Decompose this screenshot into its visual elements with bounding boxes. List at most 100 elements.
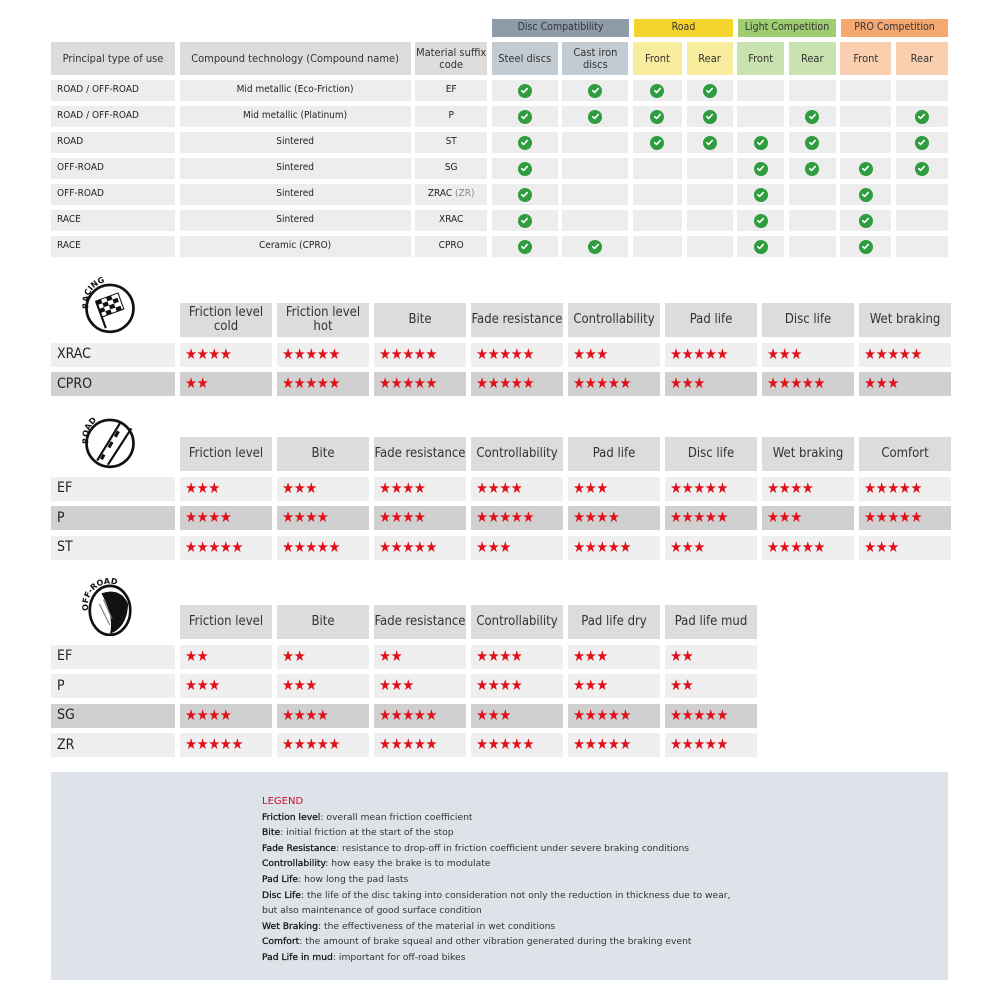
column-header: Principal type of use xyxy=(51,42,175,75)
compound-cell: Ceramic (CPRO) xyxy=(179,236,411,257)
check-cell xyxy=(562,132,629,153)
legend-desc: : important for off-road bikes xyxy=(332,951,466,963)
check-cell xyxy=(737,210,785,231)
check-cell xyxy=(491,210,558,231)
header-spacer xyxy=(51,437,175,471)
star-rating: ★★★★ xyxy=(471,674,563,698)
check-icon xyxy=(588,239,603,254)
use-cell: RACE xyxy=(51,236,175,257)
group-header-disc-compatibility: Disc Compatibility xyxy=(492,19,629,37)
rating-header: Pad life dry xyxy=(568,605,660,639)
star-rating: ★★★ xyxy=(665,372,757,396)
star-rating: ★★★ xyxy=(471,703,563,728)
check-cell xyxy=(632,106,682,127)
column-header: Material suffix code xyxy=(415,42,488,75)
check-cell xyxy=(737,132,785,153)
check-icon xyxy=(588,109,603,124)
use-cell: ROAD xyxy=(51,132,175,153)
star-rating: ★★★ xyxy=(277,674,369,698)
star-rating: ★★★★ xyxy=(180,703,272,728)
check-cell xyxy=(737,236,785,257)
legend-desc: : how easy the brake is to modulate xyxy=(325,858,491,870)
code-text: ZRAC xyxy=(427,188,453,200)
star-rating: ★★ xyxy=(180,644,272,669)
rating-header: Fade resistance xyxy=(374,437,466,471)
star-rating: ★★ xyxy=(665,674,757,698)
star-rating: ★★★★★ xyxy=(859,476,951,501)
legend-term: Pad Life xyxy=(262,873,299,885)
rating-header: Friction level hot xyxy=(277,303,369,337)
legend-desc: but also maintenance of good surface con… xyxy=(262,905,482,917)
star-rating: ★★★★★ xyxy=(471,733,563,757)
legend-term: Wet Braking xyxy=(262,920,318,932)
check-cell xyxy=(491,80,558,101)
code-text: ST xyxy=(445,136,457,148)
check-cell xyxy=(686,158,733,179)
star-rating: ★★★★★ xyxy=(471,342,563,367)
check-cell xyxy=(491,132,558,153)
star-rating: ★★★★ xyxy=(762,476,854,501)
code-cell: ST xyxy=(415,132,488,153)
check-icon xyxy=(805,135,820,150)
check-icon xyxy=(517,187,532,202)
check-cell xyxy=(840,210,892,231)
compound-cell: Sintered xyxy=(179,158,411,179)
legend-desc: : resistance to drop-off in friction coe… xyxy=(335,842,690,854)
column-header: Rear xyxy=(895,42,948,75)
legend-term: Controllability xyxy=(262,858,326,870)
star-rating: ★★★★★ xyxy=(374,372,466,396)
check-cell xyxy=(895,132,948,153)
check-cell xyxy=(840,132,892,153)
star-rating: ★★★★ xyxy=(277,703,369,728)
check-cell xyxy=(788,236,836,257)
star-rating: ★★★★★ xyxy=(180,535,272,560)
star-rating: ★★★★★ xyxy=(374,342,466,367)
star-rating: ★★★ xyxy=(762,342,854,367)
check-icon xyxy=(650,109,665,124)
compound-cell: Sintered xyxy=(179,184,411,205)
star-rating: ★★★★★ xyxy=(762,372,854,396)
star-rating: ★★★★★ xyxy=(180,733,272,757)
star-rating: ★★★ xyxy=(180,674,272,698)
star-rating: ★★★★ xyxy=(471,476,563,501)
check-icon xyxy=(858,239,873,254)
road-icon: ROAD xyxy=(78,405,142,473)
compound-label: EF xyxy=(51,644,175,669)
legend-desc: : the life of the disc taking into consi… xyxy=(300,889,731,901)
legend-desc: : the effectiveness of the material in w… xyxy=(317,920,556,932)
check-icon xyxy=(650,135,665,150)
check-cell xyxy=(562,236,629,257)
check-icon xyxy=(753,213,768,228)
compound-label: ST xyxy=(51,535,175,560)
check-cell xyxy=(491,236,558,257)
check-icon xyxy=(517,83,532,98)
check-icon xyxy=(650,83,665,98)
rating-table-racing: Friction level cold Friction level hot Bit… xyxy=(51,303,951,396)
star-rating: ★★★★ xyxy=(471,644,563,669)
check-cell xyxy=(788,158,836,179)
compound-label: ZR xyxy=(51,733,175,757)
check-cell xyxy=(491,158,558,179)
legend-box: LEGEND Friction level: overall mean frict… xyxy=(51,772,948,980)
check-cell xyxy=(788,210,836,231)
compound-cell: Mid metallic (Platinum) xyxy=(179,106,411,127)
star-rating: ★★★★★ xyxy=(568,703,660,728)
star-rating: ★★★★★ xyxy=(568,372,660,396)
check-icon xyxy=(702,135,717,150)
header-spacer xyxy=(51,303,175,337)
check-icon xyxy=(517,135,532,150)
legend-desc: : the amount of brake squeal and other v… xyxy=(299,936,692,948)
star-rating: ★★★★★ xyxy=(859,342,951,367)
code-cell: ZRAC (ZR) xyxy=(415,184,488,205)
rating-header: Bite xyxy=(374,303,466,337)
star-rating: ★★★★★ xyxy=(374,733,466,757)
check-icon xyxy=(588,83,603,98)
code-text: CPRO xyxy=(438,240,464,252)
check-cell xyxy=(632,132,682,153)
check-cell xyxy=(895,158,948,179)
check-cell xyxy=(632,80,682,101)
legend-desc: : initial friction at the start of the s… xyxy=(280,827,454,839)
check-icon xyxy=(753,135,768,150)
compound-label: SG xyxy=(51,703,175,728)
legend-item: but also maintenance of good surface con… xyxy=(262,903,731,919)
